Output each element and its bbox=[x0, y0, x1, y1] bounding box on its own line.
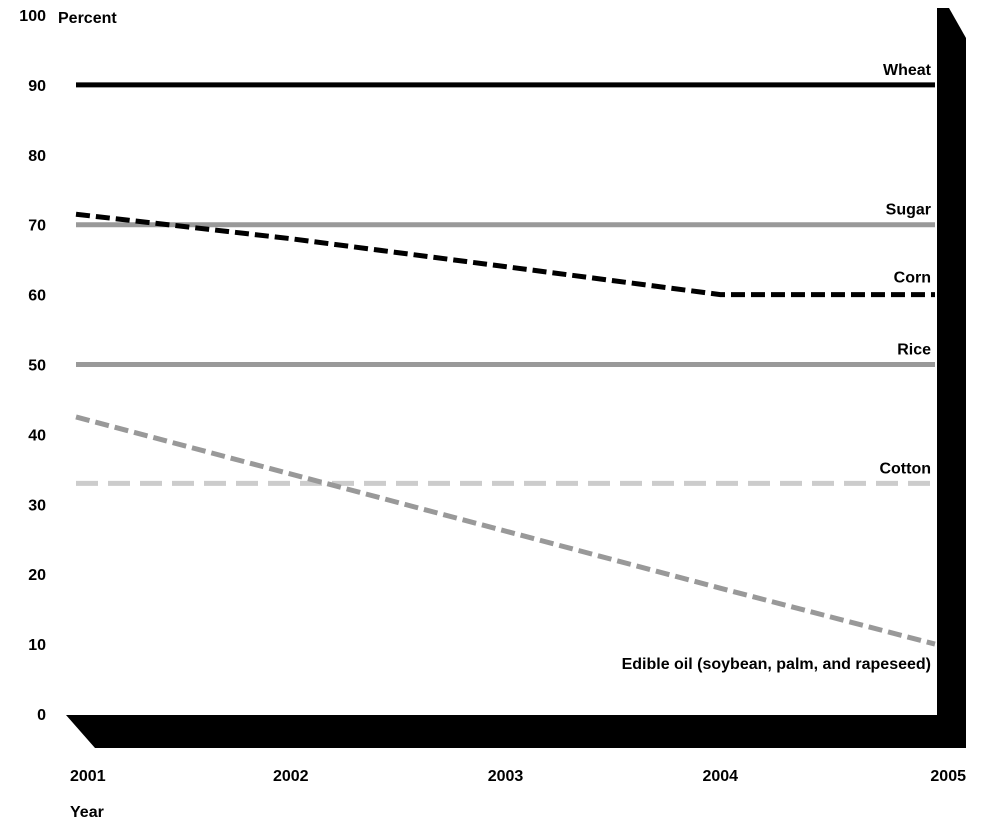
y-tick-label: 0 bbox=[37, 707, 46, 724]
y-tick-label: 50 bbox=[28, 358, 46, 375]
y-axis-label: Percent bbox=[58, 10, 117, 27]
y-tick-label: 80 bbox=[28, 148, 46, 165]
frame-floor bbox=[66, 715, 966, 748]
series-label: Wheat bbox=[883, 62, 932, 79]
y-tick-label: 90 bbox=[28, 78, 46, 95]
y-tick-label: 30 bbox=[28, 497, 46, 514]
y-tick-label: 70 bbox=[28, 218, 46, 235]
series-label: Edible oil (soybean, palm, and rapeseed) bbox=[622, 656, 931, 673]
y-tick-label: 60 bbox=[28, 288, 46, 305]
series-lines bbox=[75, 82, 936, 647]
series-line-edible bbox=[75, 414, 936, 647]
x-tick-label: 2004 bbox=[702, 768, 738, 785]
series-label: Corn bbox=[894, 270, 931, 287]
series-labels: Wheat Sugar Corn Rice Cotton Edible oil (soyb… bbox=[622, 62, 932, 673]
x-tick-label: 2001 bbox=[70, 768, 106, 785]
series-line-corn bbox=[75, 211, 935, 298]
y-tick-label: 20 bbox=[28, 567, 46, 584]
x-axis-tick-labels: 2001 2002 2003 2004 2005 bbox=[70, 768, 966, 785]
chart-frame-3d bbox=[66, 8, 966, 748]
series-label: Rice bbox=[897, 342, 931, 359]
x-tick-label: 2003 bbox=[488, 768, 524, 785]
series-label: Cotton bbox=[879, 460, 931, 477]
y-axis-tick-labels: 0 10 20 30 40 50 60 70 80 90 100 bbox=[19, 8, 46, 724]
x-axis-label: Year bbox=[70, 804, 104, 820]
y-tick-label: 40 bbox=[28, 427, 46, 444]
frame-right-wall bbox=[937, 8, 966, 748]
series-label: Sugar bbox=[886, 202, 931, 219]
y-tick-label: 10 bbox=[28, 637, 46, 654]
x-tick-label: 2002 bbox=[273, 768, 309, 785]
y-tick-label: 100 bbox=[19, 8, 46, 25]
x-tick-label: 2005 bbox=[930, 768, 966, 785]
